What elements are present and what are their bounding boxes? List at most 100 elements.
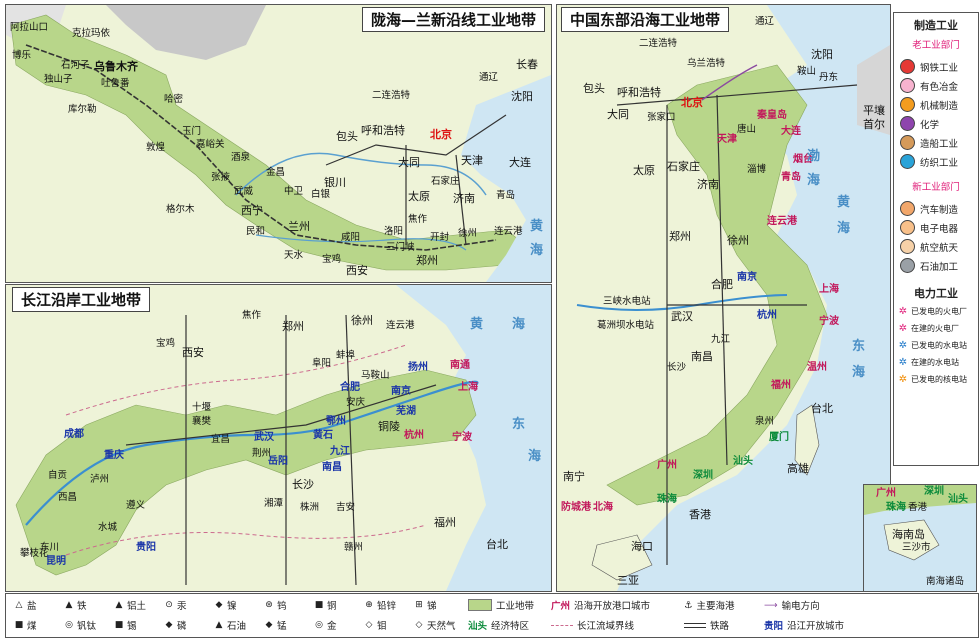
mineral-symbol-icon: ▲ bbox=[115, 600, 123, 610]
map-label: 宜昌 bbox=[211, 434, 231, 445]
legend-manufacturing-title: 制造工业 bbox=[914, 19, 958, 32]
map-label: 兰州 bbox=[288, 220, 310, 233]
map-label: 泸州 bbox=[90, 474, 110, 485]
legend-item: 钢铁工业 bbox=[894, 57, 978, 76]
map-label: 杭州 bbox=[757, 310, 777, 321]
map-label: 独山子 bbox=[44, 74, 73, 85]
industry-symbol-icon bbox=[900, 97, 915, 112]
map-label: 武汉 bbox=[254, 432, 274, 443]
map-label: 淄博 bbox=[747, 164, 767, 175]
map-label: 武汉 bbox=[671, 310, 693, 323]
map-label: 福州 bbox=[434, 516, 456, 529]
sea-label: 海 bbox=[530, 243, 544, 258]
map-label: 宁波 bbox=[819, 316, 839, 327]
legend-resources: △ 盐 ▲ 铁 ▲ 铝土 ⊙ 汞 ◆ 镍 ⊛ 钨 ■ 铜 ⊕ 铅锌 ⊞ 锑 ■ 煤 ◎ 钒钛 ■ 锡 ◆ 磷 ▲ 石油 ◆ 锰 ◎ 金 ◇ 钼 ◇ 天… bbox=[5, 593, 979, 638]
map-label: 葛洲坝水电站 bbox=[597, 320, 655, 331]
legend-old-sector: 老工业部门 bbox=[912, 40, 960, 51]
legend-industrial-belt: 工业地带 bbox=[468, 598, 534, 612]
mineral-symbol-icon: ◆ bbox=[215, 600, 223, 610]
legend-item-label: 电子电器 bbox=[920, 223, 959, 235]
map-label: 通辽 bbox=[755, 16, 775, 27]
industrial-belt bbox=[15, 369, 477, 576]
map-label: 青岛 bbox=[496, 190, 516, 201]
map-label: 西安 bbox=[346, 264, 368, 277]
map-label: 青岛 bbox=[781, 172, 801, 183]
legend-mineral: ⊕ 铅锌 bbox=[365, 600, 397, 612]
map-label: 芜湖 bbox=[396, 406, 416, 417]
map-label: 马鞍山 bbox=[361, 370, 390, 381]
legend-power-direction: ⟶ 输电方向 bbox=[764, 599, 820, 613]
map-label: 深圳 bbox=[693, 470, 713, 481]
map-label: 防城港 bbox=[561, 502, 591, 513]
mineral-symbol-icon: ⊛ bbox=[265, 600, 273, 610]
map-label: 杭州 bbox=[404, 430, 424, 441]
map-label: 大连 bbox=[509, 156, 531, 169]
foreign-land bbox=[106, 5, 266, 60]
map-label: 汕头 bbox=[733, 456, 753, 467]
mineral-symbol-icon: ▲ bbox=[215, 620, 223, 630]
map-label: 铜陵 bbox=[378, 420, 400, 433]
map-label: 广州 bbox=[657, 460, 677, 471]
map-label: 徐州 bbox=[458, 228, 478, 239]
legend-industry: 制造工业 老工业部门 钢铁工业 有色冶金 机械制造 化学 造船工业 纺织工业 新工业部门 … bbox=[893, 12, 979, 466]
legend-mineral: ▲ 铁 bbox=[65, 600, 87, 612]
panel-title-east: 中国东部沿海工业地带 bbox=[561, 7, 730, 32]
map-label: 咸阳 bbox=[341, 232, 361, 243]
map-label: 台北 bbox=[811, 402, 833, 415]
map-label: 中卫 bbox=[284, 186, 304, 197]
power-station-icon: ✲ bbox=[898, 356, 908, 368]
yangtze-river bbox=[25, 380, 479, 526]
map-label: 泉州 bbox=[755, 416, 775, 427]
legend-item-label: 造船工业 bbox=[920, 138, 959, 150]
legend-mineral: ◎ 金 bbox=[315, 620, 337, 632]
legend-mineral: ◇ 钼 bbox=[365, 620, 387, 632]
legend-port-city: 广州 沿海开放港口城市 bbox=[551, 601, 651, 612]
map-label: 包头 bbox=[583, 82, 605, 95]
map-label: 黄石 bbox=[313, 430, 333, 441]
industry-symbol-icon bbox=[900, 116, 915, 131]
panel-longhai: 陇海—兰新沿线工业地带 阿拉山口 克拉玛依 博乐 独山子 石河子 乌鲁木齐 吐鲁… bbox=[5, 4, 552, 283]
map-label: 民和 bbox=[246, 226, 266, 237]
map-label: 三亚 bbox=[617, 574, 639, 587]
legend-item: ✲ 在建的火电厂 bbox=[894, 320, 978, 337]
legend-item: 汽车制造 bbox=[894, 199, 978, 218]
map-label: 株洲 bbox=[300, 502, 320, 513]
legend-mineral: ◇ 天然气 bbox=[415, 620, 456, 632]
map-label: 丹东 bbox=[819, 72, 839, 83]
map-label: 焦作 bbox=[408, 214, 428, 225]
legend-item-label: 机械制造 bbox=[920, 100, 959, 112]
map-label: 大同 bbox=[607, 108, 629, 121]
inset-label: 汕头 bbox=[948, 494, 968, 505]
legend-mineral: ◎ 钒钛 bbox=[65, 620, 97, 632]
map-label: 连云港 bbox=[767, 216, 797, 227]
map-label: 合肥 bbox=[711, 278, 733, 291]
legend-item: ✲ 已发电的核电站 bbox=[894, 371, 978, 388]
legend-item: 电子电器 bbox=[894, 218, 978, 237]
industry-symbol-icon bbox=[900, 78, 915, 93]
legend-mineral: ■ 铜 bbox=[314, 600, 337, 612]
map-label: 西安 bbox=[182, 346, 204, 359]
map-label: 二连浩特 bbox=[639, 38, 678, 49]
map-label: 开封 bbox=[430, 232, 450, 243]
sea-label: 海 bbox=[528, 449, 542, 464]
sea-label: 东 bbox=[512, 417, 526, 432]
legend-sez: 汕头 经济特区 bbox=[468, 621, 530, 632]
hainan bbox=[591, 534, 653, 581]
inset-south-china-sea: 广州 深圳 汕头 珠海 香港 海南岛 三沙市 南海诸岛 bbox=[863, 484, 977, 592]
map-label: 十堰 bbox=[192, 402, 212, 413]
legend-item-label: 已发电的火电厂 bbox=[911, 307, 967, 316]
industrial-belt bbox=[606, 64, 828, 506]
map-label: 阿拉山口 bbox=[10, 22, 49, 33]
mineral-symbol-icon: ■ bbox=[314, 600, 324, 610]
map-label: 宁波 bbox=[452, 432, 472, 443]
map-label: 通辽 bbox=[479, 72, 499, 83]
map-label: 高雄 bbox=[787, 462, 809, 475]
mineral-symbol-icon: △ bbox=[15, 600, 23, 610]
map-label: 南京 bbox=[391, 386, 411, 397]
legend-item: 有色冶金 bbox=[894, 76, 978, 95]
map-label: 大同 bbox=[398, 156, 420, 169]
map-label: 连云港 bbox=[494, 226, 523, 237]
map-label: 荆州 bbox=[252, 448, 272, 459]
legend-item: 造船工业 bbox=[894, 133, 978, 152]
industry-symbol-icon bbox=[900, 154, 915, 169]
